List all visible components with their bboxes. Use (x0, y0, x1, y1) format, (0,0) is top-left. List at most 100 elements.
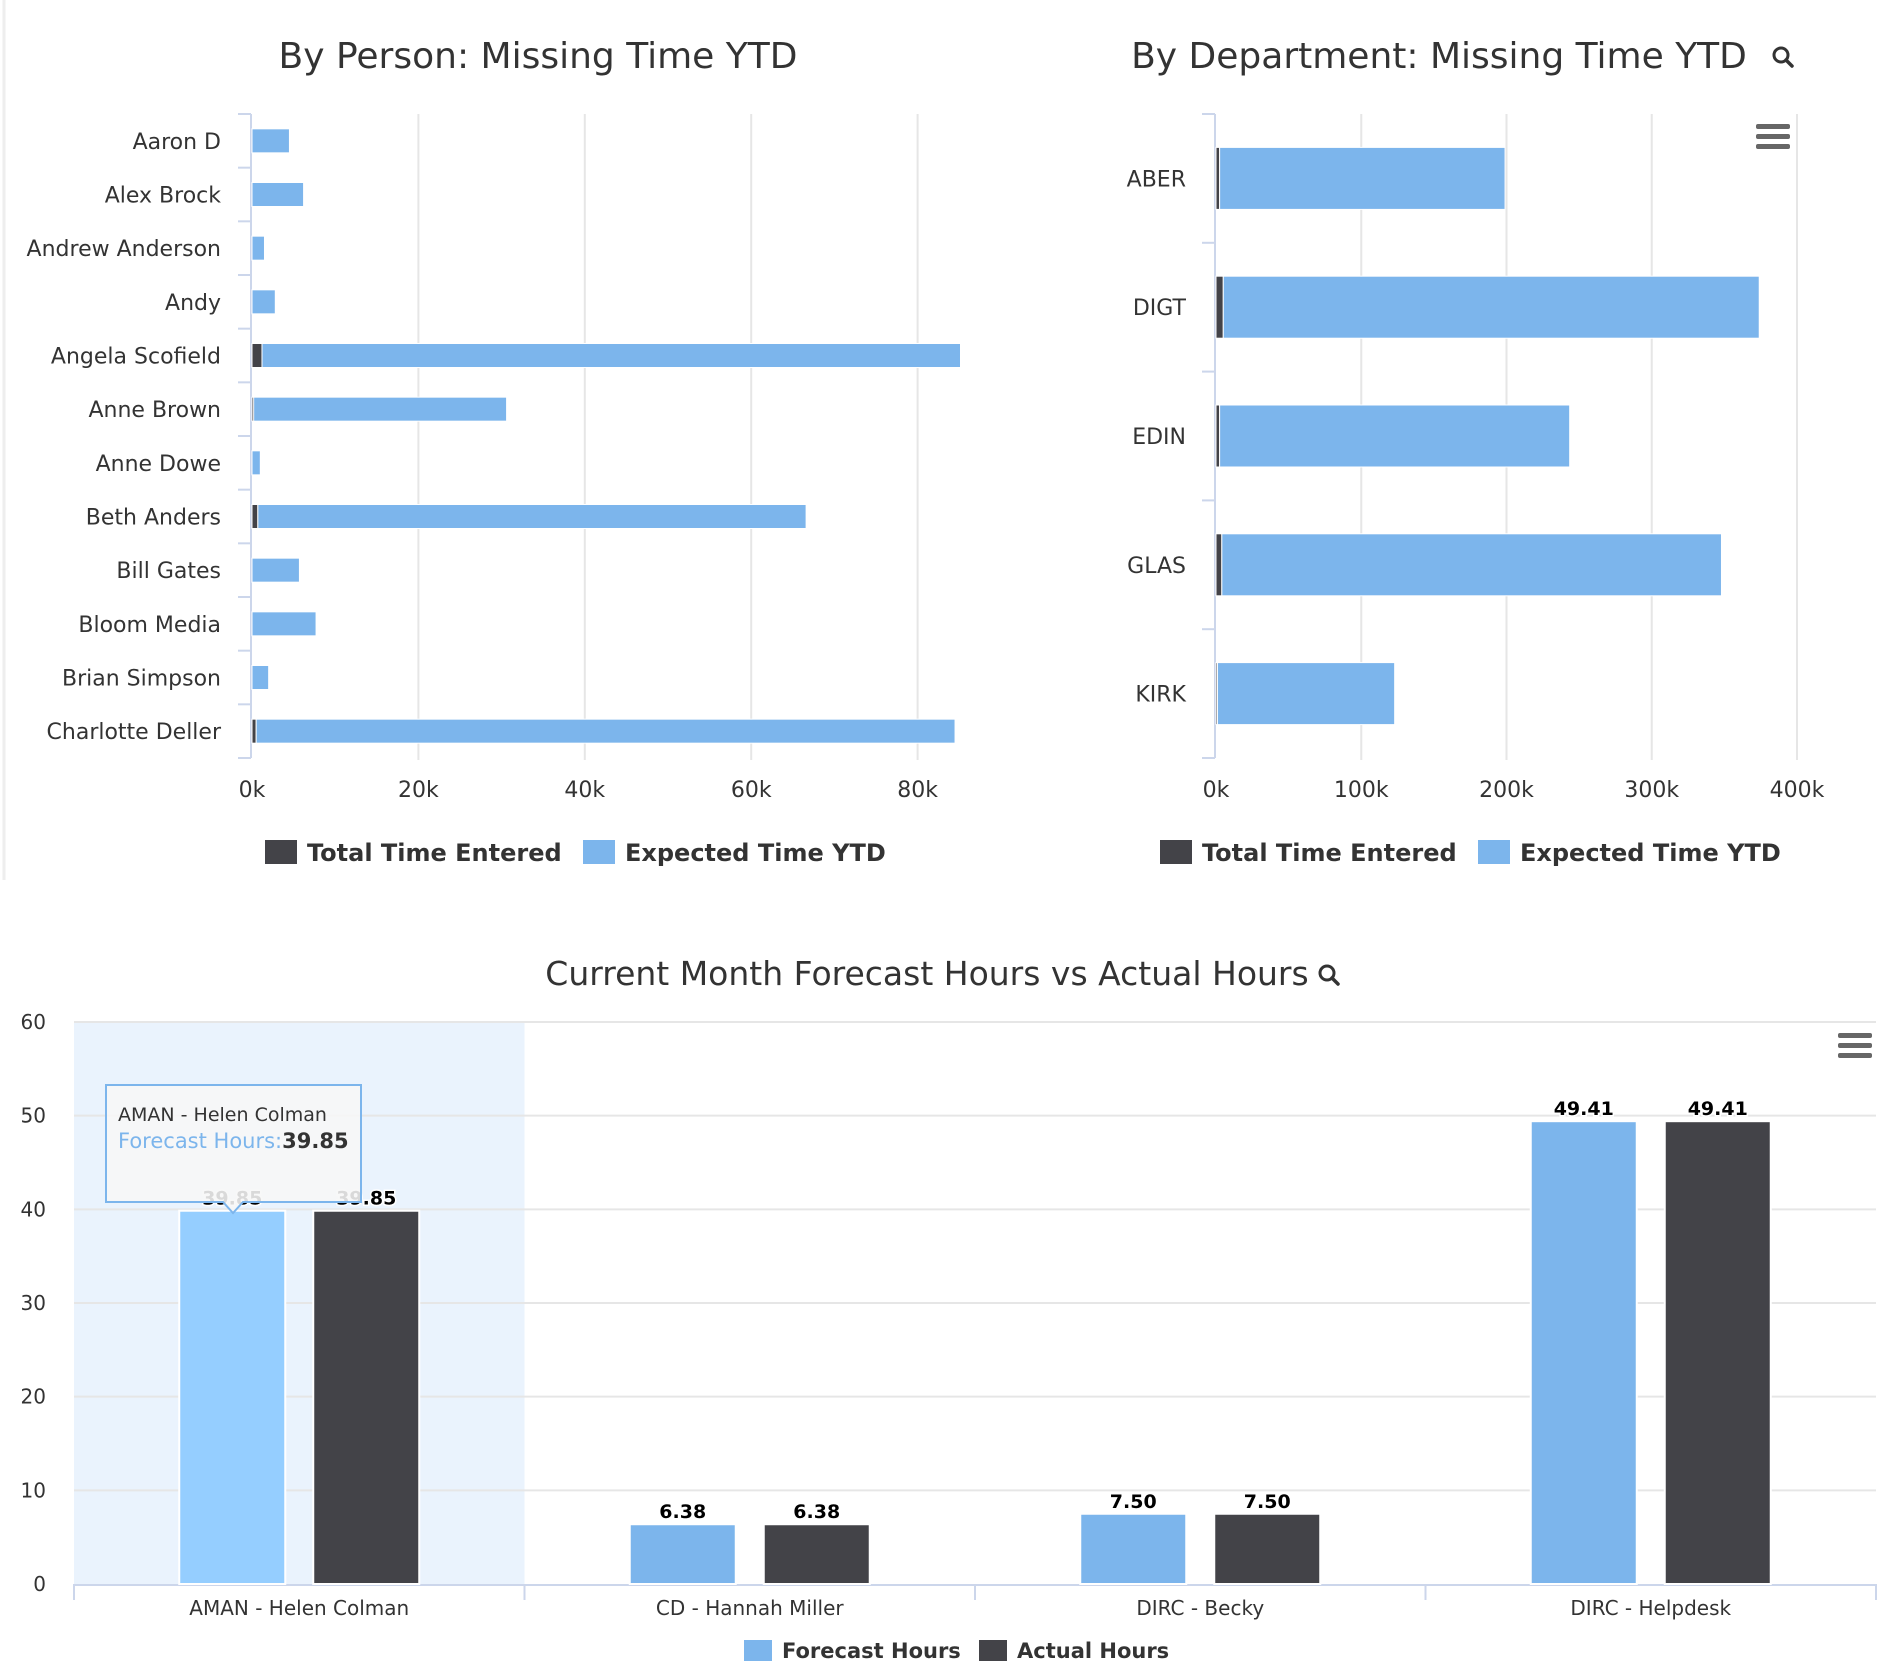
forecast-legend-item-forecast-hours[interactable]: Forecast Hours (744, 1639, 961, 1663)
person-bar-expected-time-ytd-charlotte-deller[interactable] (255, 718, 956, 744)
person-category-label-brian-simpson: Brian Simpson (62, 667, 221, 692)
dept-title: By Department: Missing Time YTD (1131, 36, 1747, 77)
person-bar-expected-time-ytd-angela-scofield[interactable] (261, 343, 960, 368)
forecast-bar-actual-hours-dirc-becky[interactable] (1213, 1512, 1322, 1585)
legend-swatch (744, 1640, 772, 1661)
forecast-data-label: 7.50 (1244, 1491, 1291, 1513)
forecast-bar-actual-hours-dirc-helpdesk[interactable] (1663, 1120, 1772, 1585)
person-category-label-charlotte-deller: Charlotte Deller (47, 720, 222, 745)
zoom-lens (1318, 964, 1336, 982)
legend-swatch (1160, 840, 1192, 864)
dept-x-tick-label: 100k (1334, 778, 1389, 803)
tooltip: AMAN - Helen Colman Forecast Hours:39.85 (105, 1084, 362, 1215)
person-bar-expected-time-ytd-andy[interactable] (251, 289, 276, 315)
forecast-legend-item-actual-hours[interactable]: Actual Hours (979, 1639, 1169, 1663)
person-category-label-bloom-media: Bloom Media (78, 613, 221, 638)
person-bar-expected-time-ytd-andrew-anderson[interactable] (251, 235, 265, 261)
person-chart: By Person: Missing Time YTD 0k 20k 40k 60k 80… (27, 36, 960, 867)
person-legend-item-expected-time-ytd[interactable]: Expected Time YTD (583, 839, 886, 867)
tooltip-value: 39.85 (282, 1129, 348, 1153)
person-bar-expected-time-ytd-alex-brock[interactable] (251, 182, 305, 207)
forecast-y-tick-label: 0 (33, 1572, 46, 1596)
dept-bar-expected-time-ytd-glas[interactable] (1221, 533, 1722, 597)
forecast-y-tick-label: 40 (21, 1197, 46, 1221)
person-category-label-aaron-d: Aaron D (133, 130, 221, 155)
legend-label: Actual Hours (1017, 1639, 1169, 1663)
dept-x-tick-label: 300k (1624, 778, 1679, 803)
forecast-category-label-dirc-helpdesk: DIRC - Helpdesk (1570, 1596, 1731, 1620)
tooltip-category: AMAN - Helen Colman (118, 1104, 327, 1126)
person-x-tick-label: 20k (398, 778, 439, 803)
department-chart: By Department: Missing Time YTD 0k 100k 200… (2, 0, 1825, 880)
legend-swatch (979, 1640, 1007, 1661)
forecast-bar-forecast-hours-cd-hannah-miller[interactable] (628, 1523, 737, 1586)
tooltip-series-label: Forecast Hours: (118, 1129, 282, 1153)
dept-legend-item-total-time-entered[interactable]: Total Time Entered (1160, 839, 1457, 867)
dept-legend-item-expected-time-ytd[interactable]: Expected Time YTD (1478, 839, 1781, 867)
forecast-category-label-cd-hannah-miller: CD - Hannah Miller (656, 1596, 844, 1620)
dept-category-label-digt: DIGT (1133, 296, 1187, 321)
legend-label: Expected Time YTD (1520, 839, 1781, 867)
dept-category-label-aber: ABER (1127, 167, 1186, 192)
forecast-chart-title: Current Month Forecast Hours vs Actual H… (545, 954, 1308, 993)
dept-x-tick-label: 0k (1203, 778, 1230, 803)
person-category-label-anne-brown: Anne Brown (88, 398, 221, 423)
tooltip-value-line: Forecast Hours:39.85 (118, 1129, 349, 1153)
person-bar-expected-time-ytd-anne-dowe[interactable] (251, 450, 261, 476)
forecast-y-tick-label: 60 (21, 1010, 46, 1034)
forecast-y-tick-label: 20 (21, 1385, 46, 1409)
dept-bar-expected-time-ytd-edin[interactable] (1219, 404, 1571, 468)
dept-category-label-edin: EDIN (1132, 425, 1186, 450)
hamburger-menu-icon[interactable] (1754, 120, 1792, 154)
person-bar-expected-time-ytd-bloom-media[interactable] (251, 611, 317, 637)
hamburger-menu-icon[interactable] (1836, 1029, 1874, 1063)
dept-category-label-glas: GLAS (1127, 554, 1186, 579)
forecast-bar-forecast-hours-dirc-helpdesk[interactable] (1529, 1120, 1638, 1585)
person-bar-expected-time-ytd-anne-brown[interactable] (253, 396, 508, 422)
forecast-bar-actual-hours-aman-helen-colman[interactable] (312, 1209, 421, 1585)
dept-bar-expected-time-ytd-kirk[interactable] (1216, 662, 1396, 726)
legend-swatch (583, 840, 615, 864)
dept-bar-expected-time-ytd-digt[interactable] (1222, 275, 1760, 339)
tooltip-box (105, 1084, 362, 1215)
forecast-y-tick-label: 30 (21, 1291, 46, 1315)
dept-category-label-kirk: KIRK (1135, 683, 1186, 708)
dept-x-tick-label: 400k (1770, 778, 1825, 803)
menu-line-0 (1756, 124, 1790, 129)
dept-bar-expected-time-ytd-aber[interactable] (1219, 146, 1506, 210)
person-legend-item-total-time-entered[interactable]: Total Time Entered (265, 839, 562, 867)
menu-line-1 (1756, 134, 1790, 139)
person-category-label-beth-anders: Beth Anders (86, 506, 221, 531)
person-bar-expected-time-ytd-aaron-d[interactable] (251, 128, 290, 154)
menu-line-0 (1838, 1033, 1872, 1038)
person-category-label-bill-gates: Bill Gates (116, 559, 221, 584)
zoom-handle (1784, 58, 1794, 68)
person-x-tick-label: 0k (239, 778, 266, 803)
forecast-bar-forecast-hours-aman-helen-colman[interactable] (178, 1209, 287, 1585)
person-bar-expected-time-ytd-brian-simpson[interactable] (251, 665, 270, 690)
menu-line-1 (1838, 1043, 1872, 1048)
forecast-bar-actual-hours-cd-hannah-miller[interactable] (762, 1523, 871, 1586)
zoom-handle (1330, 976, 1340, 986)
zoom-lens (1772, 46, 1790, 64)
magnifier-icon[interactable] (1318, 964, 1340, 986)
person-x-tick-label: 60k (731, 778, 772, 803)
forecast-data-label: 49.41 (1688, 1098, 1748, 1120)
dept-x-tick-label: 200k (1479, 778, 1534, 803)
person-category-label-andrew-anderson: Andrew Anderson (27, 237, 221, 262)
person-category-label-andy: Andy (165, 291, 221, 316)
legend-label: Total Time Entered (1202, 839, 1457, 867)
forecast-bar-forecast-hours-dirc-becky[interactable] (1079, 1512, 1188, 1585)
forecast-data-label: 49.41 (1554, 1098, 1614, 1120)
person-bar-expected-time-ytd-bill-gates[interactable] (251, 557, 300, 583)
magnifier-icon[interactable] (1772, 46, 1794, 68)
menu-line-2 (1756, 144, 1790, 149)
menu-line-2 (1838, 1053, 1872, 1058)
legend-label: Total Time Entered (307, 839, 562, 867)
forecast-y-tick-label: 50 (21, 1104, 46, 1128)
person-x-tick-label: 80k (897, 778, 938, 803)
person-bar-expected-time-ytd-beth-anders[interactable] (257, 504, 807, 529)
person-category-label-angela-scofield: Angela Scofield (51, 345, 221, 370)
